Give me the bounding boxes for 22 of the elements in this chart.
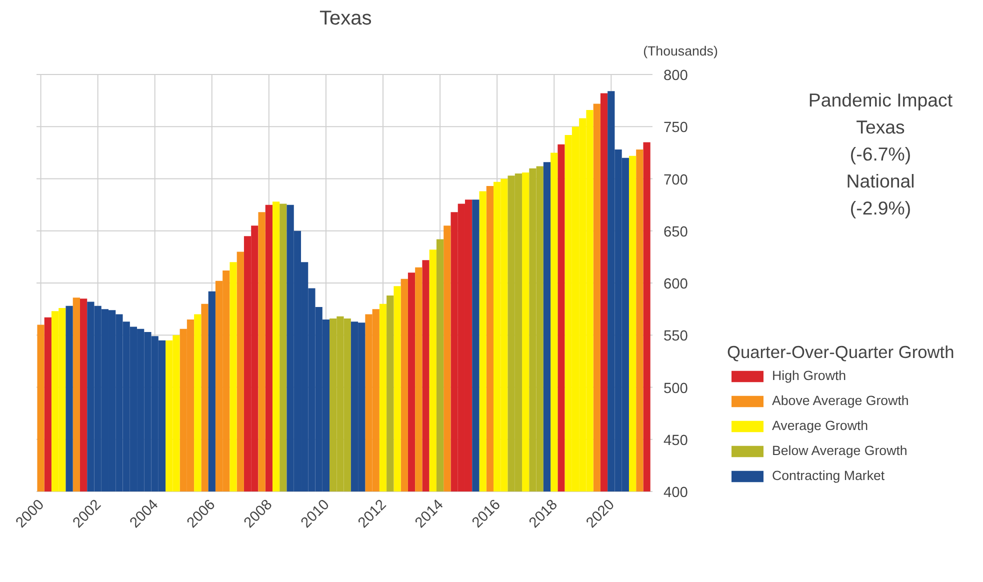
text: National xyxy=(846,170,915,192)
legend-title: Quarter-Over-Quarter Growth xyxy=(727,342,954,363)
legend-label: High Growth xyxy=(772,368,846,383)
y-tick-label: 500 xyxy=(664,380,688,397)
y-tick-label: 450 xyxy=(664,432,688,449)
y-axis-title: (Thousands) xyxy=(643,44,718,58)
text: Pandemic Impact xyxy=(808,90,954,110)
legend-label: Average Growth xyxy=(772,418,868,433)
y-tick-label: 600 xyxy=(664,276,688,292)
chart-title: Texas xyxy=(320,8,372,30)
legend-label: Contracting Market xyxy=(772,468,885,483)
text: (-6.7%) xyxy=(850,144,912,164)
y-tick-label: 800 xyxy=(664,68,688,84)
text: Texas xyxy=(856,116,905,138)
text: (-2.9%) xyxy=(850,198,912,218)
y-tick-label: 650 xyxy=(664,224,688,240)
y-tick-label: 400 xyxy=(664,485,688,501)
y-tick-label: 750 xyxy=(664,120,688,136)
legend-label: Below Average Growth xyxy=(772,443,908,458)
y-tick-label: 550 xyxy=(664,328,688,345)
y-tick-label: 700 xyxy=(664,172,688,188)
legend-label: Above Average Growth xyxy=(772,393,909,408)
